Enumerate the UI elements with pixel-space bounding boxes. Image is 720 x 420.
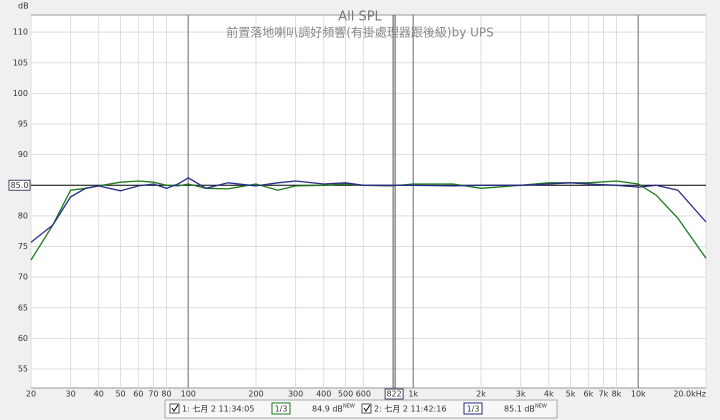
x-tick-label: 50 [115, 390, 125, 399]
x-tick-label: 7k [599, 390, 609, 399]
y-tick-label: 100 [13, 89, 28, 98]
legend-check [171, 404, 179, 412]
x-tick-label: 60 [133, 390, 143, 399]
legend-check [363, 404, 371, 412]
x-tick-label: 6k [583, 390, 593, 399]
legend-badge: NEW [535, 404, 547, 410]
y-tick-label: 70 [18, 273, 28, 282]
y-tick-label: 75 [18, 242, 28, 251]
legend-smoothing: 1/3 [275, 405, 288, 414]
x-tick-label: 10k [631, 390, 646, 399]
x-tick-label: 100 [181, 390, 196, 399]
legend-smoothing-box[interactable] [271, 402, 291, 415]
x-tick-label: 80 [161, 390, 171, 399]
x-tick-label: 2k [476, 390, 486, 399]
x-tick-label: 70 [148, 390, 158, 399]
y-tick-label: 65 [18, 303, 28, 312]
cursor-y-label: 85.0 [11, 181, 29, 190]
x-tick-label: 4k [544, 390, 554, 399]
legend-checkbox[interactable] [361, 403, 372, 414]
y-tick-label: 105 [13, 58, 28, 67]
cursor-x-label: 822 [386, 390, 401, 399]
x-tick-label: 200 [248, 390, 263, 399]
chart-subtitle: 前置落地喇叭調好頻響(有掛處理器跟後級)by UPS [226, 25, 494, 40]
cursor-y-box [8, 179, 31, 191]
legend-level: 85.1 dB [504, 405, 535, 414]
legend-badge: NEW [343, 404, 355, 410]
x-tick-label: 300 [288, 390, 303, 399]
x-tick-label: 5k [566, 390, 576, 399]
y-unit: dB [18, 2, 29, 11]
y-tick-label: 110 [13, 28, 28, 37]
legend-smoothing-box[interactable] [463, 402, 483, 415]
chart-title: All SPL [338, 10, 382, 25]
cursor-x-box [384, 388, 404, 400]
legend-bar [164, 399, 558, 419]
y-tick-label: 55 [18, 365, 28, 374]
legend-smoothing: 1/3 [467, 405, 480, 414]
legend-checkbox[interactable] [169, 403, 180, 414]
x-tick-label: 8k [612, 390, 622, 399]
x-tick-label: 30 [66, 390, 76, 399]
x-tick-label: 500 [338, 390, 353, 399]
y-tick-label: 95 [18, 120, 28, 129]
x-tick-label: 20 [26, 390, 36, 399]
x-tick-label: 400 [316, 390, 331, 399]
x-tick-label: 600 [356, 390, 371, 399]
series-line [30, 180, 707, 261]
x-tick-label: 40 [94, 390, 104, 399]
y-tick-label: 90 [18, 150, 28, 159]
series-line [30, 177, 707, 243]
x-tick-label: 1k [408, 390, 418, 399]
x-tick-label: 3k [516, 390, 526, 399]
x-tick-label: 20.0kHz [673, 390, 706, 399]
y-tick-label: 80 [18, 211, 28, 220]
y-tick-label: 60 [18, 334, 28, 343]
legend-name[interactable]: 1: 七月 2 11:34:05 [182, 405, 254, 414]
plot-area [30, 14, 707, 389]
legend-level: 84.9 dB [312, 405, 343, 414]
legend-name[interactable]: 2: 七月 2 11:42:16 [374, 405, 446, 414]
